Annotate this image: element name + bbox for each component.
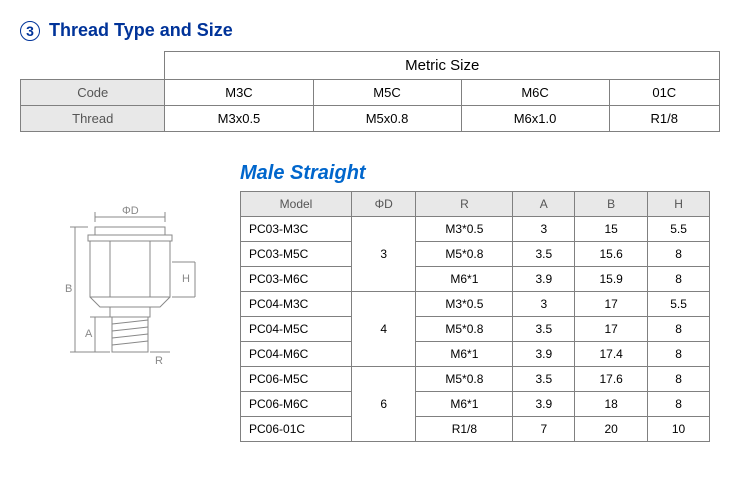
table-row: PC03-M6C M6*13.915.98: [241, 267, 710, 292]
table-cell: M3x0.5: [165, 106, 313, 132]
table-cell: 5.5: [648, 292, 710, 317]
model-cell: PC06-M6C: [241, 392, 352, 417]
table-row: PC04-M6C M6*13.917.48: [241, 342, 710, 367]
svg-text:H: H: [182, 273, 190, 285]
table-cell: 18: [575, 392, 648, 417]
table-cell: 17: [575, 292, 648, 317]
table-cell: M3*0.5: [416, 292, 513, 317]
model-cell: PC06-01C: [241, 417, 352, 442]
table-cell: 17: [575, 317, 648, 342]
svg-text:A: A: [85, 328, 93, 340]
table-cell: 3.5: [513, 242, 575, 267]
spec-header: Model: [241, 192, 352, 217]
fitting-diagram: ΦD H: [40, 202, 220, 402]
svg-text:R: R: [155, 355, 163, 367]
table-cell: M3*0.5: [416, 217, 513, 242]
table-cell: 8: [648, 242, 710, 267]
table-cell: M6*1: [416, 392, 513, 417]
table-cell: 3.5: [513, 367, 575, 392]
empty-corner: [21, 52, 165, 80]
male-straight-title: Male Straight: [240, 162, 710, 185]
spec-header: B: [575, 192, 648, 217]
table-cell: 17.6: [575, 367, 648, 392]
table-cell: 20: [575, 417, 648, 442]
spec-header: A: [513, 192, 575, 217]
table-cell: R1/8: [416, 417, 513, 442]
table-cell: M6*1: [416, 342, 513, 367]
table-cell: 3.5: [513, 317, 575, 342]
thread-label: Thread: [21, 106, 165, 132]
section-title: Thread Type and Size: [49, 20, 233, 40]
table-cell: 7: [513, 417, 575, 442]
table-row: PC06-M6C M6*13.9188: [241, 392, 710, 417]
table-row: PC03-M5C M5*0.83.515.68: [241, 242, 710, 267]
table-cell: M5C: [313, 80, 461, 106]
phiD-cell: 3: [352, 217, 416, 292]
table-cell: 8: [648, 267, 710, 292]
svg-text:B: B: [65, 283, 72, 295]
model-cell: PC03-M5C: [241, 242, 352, 267]
table-cell: 8: [648, 342, 710, 367]
model-cell: PC04-M5C: [241, 317, 352, 342]
table-cell: M5x0.8: [313, 106, 461, 132]
table-cell: M6x1.0: [461, 106, 609, 132]
table-cell: M5*0.8: [416, 367, 513, 392]
table-cell: 15.9: [575, 267, 648, 292]
svg-text:ΦD: ΦD: [122, 205, 139, 217]
table-cell: M6C: [461, 80, 609, 106]
model-cell: PC03-M3C: [241, 217, 352, 242]
table-cell: 3: [513, 217, 575, 242]
spec-header: R: [416, 192, 513, 217]
table-cell: 17.4: [575, 342, 648, 367]
table-row: PC04-M5C M5*0.83.5178: [241, 317, 710, 342]
table-cell: 01C: [609, 80, 719, 106]
section-number: 3: [20, 21, 40, 41]
metric-size-header: Metric Size: [165, 52, 720, 80]
table-cell: M5*0.8: [416, 317, 513, 342]
spec-header: H: [648, 192, 710, 217]
table-cell: R1/8: [609, 106, 719, 132]
table-cell: 10: [648, 417, 710, 442]
table-cell: 8: [648, 367, 710, 392]
table-cell: 15: [575, 217, 648, 242]
table-row: PC04-M3C4M3*0.53175.5: [241, 292, 710, 317]
table-cell: 3: [513, 292, 575, 317]
table-cell: M6*1: [416, 267, 513, 292]
table-cell: 5.5: [648, 217, 710, 242]
table-cell: 3.9: [513, 342, 575, 367]
phiD-cell: 4: [352, 292, 416, 367]
spec-table: ModelΦDRABH PC03-M3C3M3*0.53155.5PC03-M5…: [240, 191, 710, 442]
model-cell: PC04-M3C: [241, 292, 352, 317]
table-cell: 3.9: [513, 392, 575, 417]
table-cell: M3C: [165, 80, 313, 106]
table-row: PC06-01C R1/872010: [241, 417, 710, 442]
section-header: 3 Thread Type and Size: [20, 20, 730, 41]
model-cell: PC06-M5C: [241, 367, 352, 392]
table-cell: 8: [648, 392, 710, 417]
spec-header: ΦD: [352, 192, 416, 217]
phiD-cell: 6: [352, 367, 416, 442]
model-cell: PC04-M6C: [241, 342, 352, 367]
table-cell: 15.6: [575, 242, 648, 267]
table-cell: M5*0.8: [416, 242, 513, 267]
table-cell: 3.9: [513, 267, 575, 292]
model-cell: PC03-M6C: [241, 267, 352, 292]
table-row: PC06-M5C6M5*0.83.517.68: [241, 367, 710, 392]
code-label: Code: [21, 80, 165, 106]
table-row: PC03-M3C3M3*0.53155.5: [241, 217, 710, 242]
thread-table: Metric Size Code M3C M5C M6C 01C Thread …: [20, 51, 720, 132]
table-cell: 8: [648, 317, 710, 342]
